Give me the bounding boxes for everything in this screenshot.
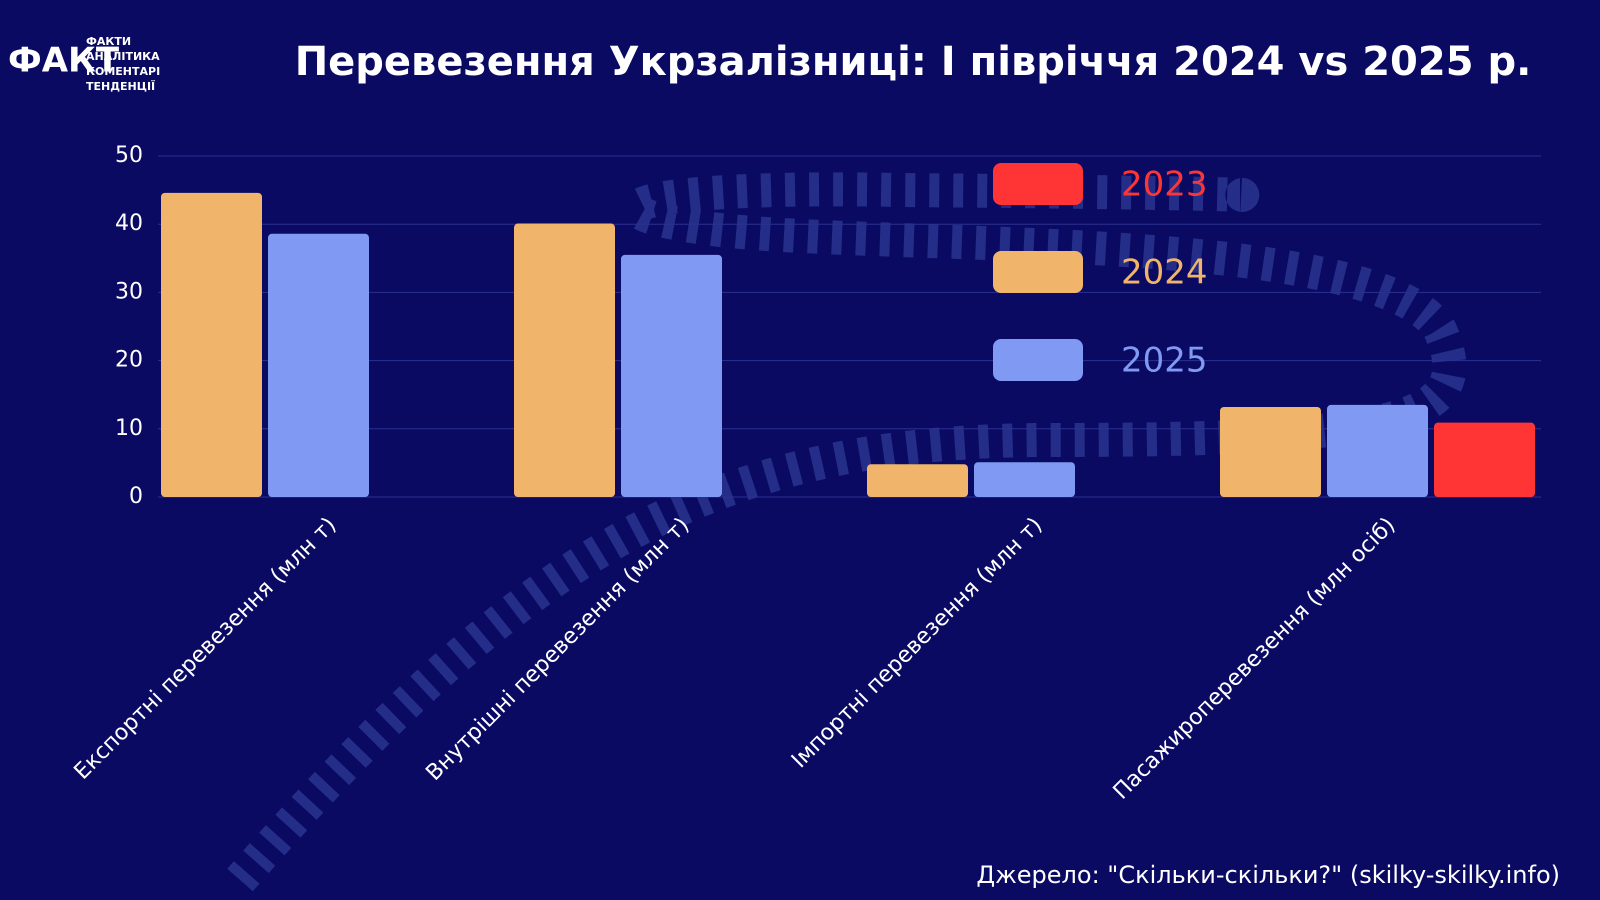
bar bbox=[1220, 406, 1321, 497]
bar bbox=[974, 462, 1075, 497]
bar bbox=[514, 223, 615, 497]
logo-mark: ФАКТ bbox=[8, 41, 120, 81]
y-tick-label: 10 bbox=[115, 416, 143, 441]
logo-line: ТЕНДЕНЦІЇ bbox=[86, 79, 155, 93]
bar bbox=[161, 192, 262, 497]
logo: ФАКТ ФАКТИ АНАЛІТИКА КОМЕНТАРІ ТЕНДЕНЦІЇ bbox=[8, 35, 160, 93]
bar bbox=[268, 233, 369, 498]
y-tick-label: 20 bbox=[115, 348, 143, 373]
y-tick-label: 0 bbox=[129, 484, 143, 509]
y-tick-label: 40 bbox=[115, 211, 143, 236]
legend-swatch bbox=[993, 339, 1083, 381]
legend-swatch bbox=[993, 163, 1083, 205]
legend-label: 2025 bbox=[1121, 341, 1208, 381]
x-tick-label: Пасажироперевезення (млн осіб) bbox=[1109, 513, 1401, 805]
bar bbox=[1327, 404, 1428, 497]
rail-decoration bbox=[227, 172, 1467, 892]
x-tick-label: Імпортні перевезення (млн т) bbox=[787, 513, 1047, 773]
logo-line: КОМЕНТАРІ bbox=[86, 65, 160, 78]
bar bbox=[621, 254, 722, 497]
y-tick-label: 30 bbox=[115, 279, 143, 304]
bar bbox=[867, 464, 968, 497]
logo-line: ФАКТИ bbox=[86, 35, 131, 48]
y-tick-label: 50 bbox=[115, 143, 143, 168]
source-note: Джерело: "Скільки-скільки?" (skilky-skil… bbox=[976, 861, 1560, 889]
chart-title: Перевезення Укрзалізниці: І півріччя 202… bbox=[295, 39, 1532, 85]
logo-line: АНАЛІТИКА bbox=[86, 50, 160, 63]
legend-swatch bbox=[993, 251, 1083, 293]
x-tick-label: Експортні перевезення (млн т) bbox=[70, 513, 342, 785]
legend-label: 2024 bbox=[1121, 253, 1208, 293]
legend-label: 2023 bbox=[1121, 165, 1208, 205]
bar bbox=[1434, 422, 1535, 497]
